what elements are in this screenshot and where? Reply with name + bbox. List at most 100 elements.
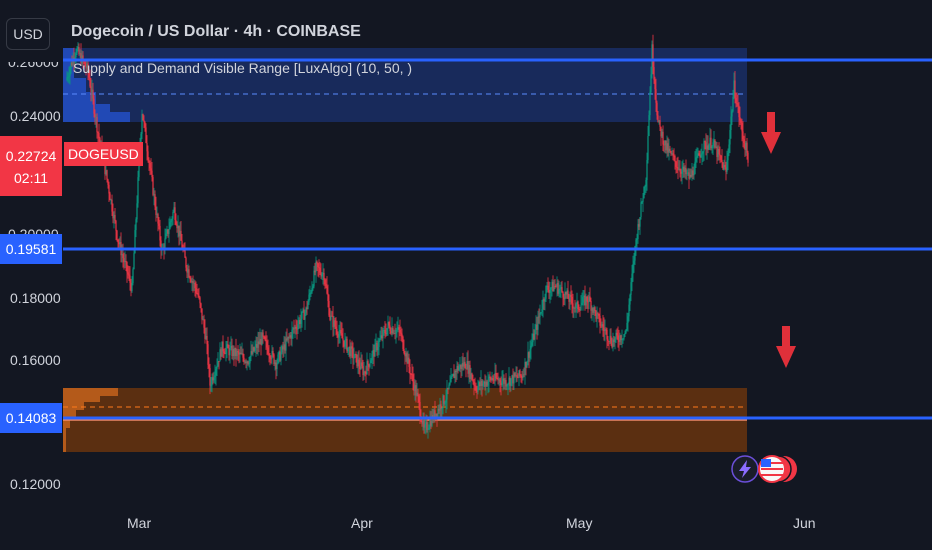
candle-body (165, 233, 167, 239)
candle-body (248, 363, 250, 365)
indicator-label[interactable]: Supply and Demand Visible Range [LuxAlgo… (73, 60, 413, 76)
candle-body (638, 224, 640, 227)
candle-body (214, 375, 216, 378)
candle-body (347, 347, 349, 352)
candle-body (261, 332, 263, 345)
currency-button[interactable]: USD (6, 18, 50, 50)
candle-body (140, 133, 142, 148)
candle-body (191, 281, 193, 283)
candle-body (686, 173, 688, 175)
us-flag-icon[interactable] (758, 455, 797, 483)
candle-body (156, 214, 158, 215)
candle-body (196, 293, 198, 295)
candle-body (311, 287, 313, 293)
candle-body (604, 329, 606, 332)
candle-body (469, 365, 471, 379)
candle-body (314, 270, 316, 273)
candle-body (461, 363, 463, 370)
candle-body (648, 115, 650, 137)
candle-body (299, 319, 301, 324)
candle-body (286, 338, 288, 340)
candle-body (702, 151, 704, 154)
candle-body (716, 146, 718, 158)
level-price-tag[interactable]: 0.14083 (0, 403, 62, 433)
candle-body (246, 361, 248, 363)
candle-body (483, 381, 485, 384)
candle-body (630, 282, 632, 295)
candle-body (276, 362, 278, 370)
candle-body (708, 144, 710, 150)
candle-body (233, 348, 235, 356)
candle-body (99, 138, 101, 144)
candle-body (108, 184, 110, 194)
candle-body (66, 77, 68, 81)
candle-body (121, 254, 123, 256)
candle-body (235, 347, 237, 357)
candle-body (189, 277, 191, 280)
candle-body (583, 295, 585, 298)
candle-body (210, 385, 212, 387)
candle-body (69, 68, 71, 77)
candle-body (144, 122, 146, 128)
candle-body (631, 273, 633, 283)
candle-body (508, 377, 510, 385)
candle-body (505, 380, 507, 387)
candle-body (600, 325, 602, 327)
candle-body (186, 267, 188, 273)
candle-body (710, 137, 712, 149)
candle-body (279, 351, 281, 361)
candle-body (282, 346, 284, 350)
down-arrow-icon (776, 326, 796, 368)
candle-body (639, 217, 641, 227)
candle-body (482, 383, 484, 386)
candle-body (546, 285, 548, 287)
candle-body (741, 122, 743, 132)
candle-body (92, 89, 94, 99)
candle-body (453, 374, 455, 379)
candle-body (75, 53, 77, 58)
candle-body (590, 300, 592, 311)
candle-body (654, 79, 656, 90)
candle-body (207, 344, 209, 365)
candle-body (173, 207, 175, 212)
candle-body (301, 311, 303, 319)
candle-body (166, 229, 168, 234)
candle-body (239, 352, 241, 355)
candle-body (295, 326, 297, 329)
candle-body (692, 170, 694, 176)
current-price-tag: 0.22724 02:11 (0, 136, 62, 196)
candle-body (459, 364, 461, 368)
candle-body (585, 296, 587, 306)
candle-body (419, 402, 421, 417)
candle-body (722, 162, 724, 170)
candle-body (395, 330, 397, 334)
candle-body (195, 288, 197, 294)
candle-body (589, 296, 591, 301)
candle-body (439, 404, 441, 411)
candle-body (581, 302, 583, 306)
candle-body (587, 301, 589, 303)
candle-body (504, 380, 506, 384)
candle-body (237, 351, 239, 353)
candle-body (735, 97, 737, 104)
candle-body (403, 348, 405, 354)
candle-body (373, 349, 375, 357)
candle-body (573, 307, 575, 309)
candle-body (115, 220, 117, 231)
candle-body (357, 359, 359, 367)
bolt-icon[interactable] (731, 455, 759, 483)
candle-body (157, 214, 159, 224)
candle-body (114, 214, 116, 221)
candle-body (494, 372, 496, 381)
candle-body (658, 120, 660, 122)
candle-body (77, 46, 79, 50)
candle-body (682, 166, 684, 170)
candle-body (693, 174, 695, 176)
candle-body (709, 137, 711, 145)
candle-body (452, 374, 454, 377)
candle-body (733, 80, 735, 97)
current-price-value: 0.22724 (5, 148, 57, 164)
candle-body (460, 364, 462, 370)
level-price-tag[interactable]: 0.19581 (0, 234, 62, 264)
